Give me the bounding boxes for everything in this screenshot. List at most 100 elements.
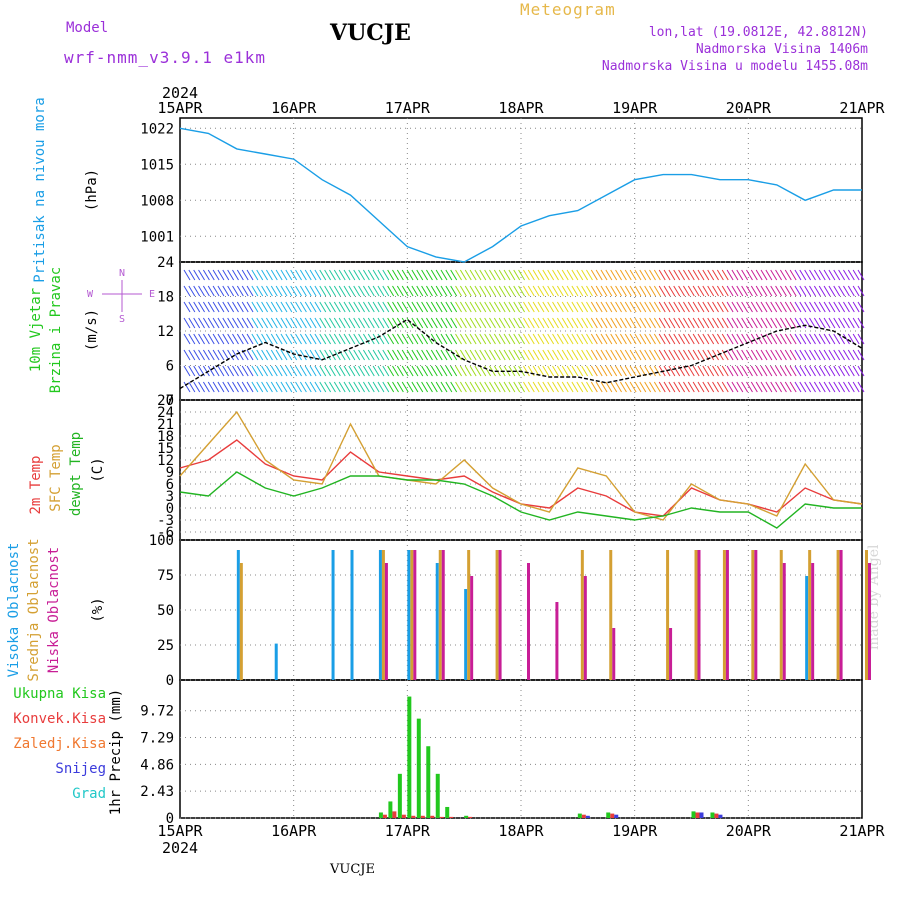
wind-barb (372, 365, 380, 377)
wind-barb (396, 301, 404, 313)
wind-barb (358, 365, 365, 377)
wind-barb (309, 317, 317, 329)
wind-barb (615, 285, 622, 297)
wind-barb (382, 381, 390, 393)
precip-unit-label: 1hr Precip (mm) (108, 689, 124, 815)
wind-barb (188, 381, 196, 393)
wind-barb (716, 317, 724, 329)
wind-barb (440, 333, 448, 345)
wind-barb (692, 269, 700, 281)
wind-barb (212, 301, 220, 313)
wind-barb (411, 301, 419, 313)
wind-barb (236, 365, 244, 377)
wind-barb (396, 285, 404, 297)
wind-barb (833, 301, 841, 313)
wind-barb (789, 381, 797, 393)
wind-barb (658, 317, 666, 329)
wind-barb (275, 285, 283, 297)
wind-barb (479, 301, 487, 313)
precip-convective-bar (714, 813, 719, 818)
wind-barb (668, 317, 676, 329)
cloud-mid-bar (239, 563, 243, 680)
bottom-time-tick: 16APR (271, 822, 317, 840)
wind-barb (256, 381, 264, 393)
wind-barb (566, 285, 574, 297)
y-tick-label: 1008 (140, 193, 174, 209)
cloud-mid-bar (495, 550, 499, 680)
wind-barb (527, 349, 535, 361)
wind-barb (624, 301, 632, 313)
wind-barb (503, 317, 511, 329)
wind-barb (435, 301, 443, 313)
cloud-high-bar (378, 550, 382, 680)
wind-barb (508, 381, 516, 393)
wind-barb (615, 333, 622, 345)
wind-barb (333, 317, 341, 329)
wind-barb (731, 301, 739, 313)
wind-barb (532, 269, 540, 281)
wind-barb (435, 333, 443, 345)
wind-barb (804, 269, 812, 281)
wind-barb (459, 301, 467, 313)
wind-barb (736, 301, 744, 313)
wind-barb (581, 285, 589, 297)
wind-barb (779, 381, 787, 393)
wind-barb (387, 333, 395, 345)
wind-barb (343, 381, 351, 393)
wind-barb (857, 317, 865, 329)
wind-barb (716, 365, 724, 377)
compass-west: W (87, 289, 94, 300)
wind-barb (222, 301, 230, 313)
wind-barb (459, 349, 467, 361)
panel-frame-pressure (179, 117, 863, 263)
cloud-low-bar (669, 628, 673, 680)
wind-barb (426, 349, 433, 361)
wind-barb (692, 333, 700, 345)
temp-unit-label: (C) (90, 457, 106, 482)
wind-barb (600, 285, 608, 297)
top-time-tick: 21APR (839, 99, 885, 117)
wind-barb (843, 301, 850, 313)
wind-barb (818, 301, 826, 313)
wind-barb (683, 381, 690, 393)
wind-barb (590, 365, 598, 377)
wind-barb (367, 365, 375, 377)
precip-convective-bar (468, 816, 473, 818)
wind-barb (280, 285, 288, 297)
wind-barb (765, 333, 773, 345)
wind-barb (750, 333, 758, 345)
wind-barb (299, 349, 307, 361)
wind-barb (304, 381, 312, 393)
wind-barb (430, 349, 438, 361)
wind-barb (605, 301, 613, 313)
wind-barb (459, 333, 467, 345)
wind-barb (396, 349, 404, 361)
wind-barb (212, 269, 220, 281)
cloud-low-bar (384, 563, 388, 680)
wind-barb (401, 333, 409, 345)
wind-barb (586, 269, 593, 281)
wind-barb (644, 349, 652, 361)
wind-barb (474, 333, 482, 345)
wind-barb (843, 365, 850, 377)
wind-barb (484, 301, 492, 313)
wind-barb (644, 301, 652, 313)
wind-barb (304, 269, 312, 281)
wind-barb (673, 285, 681, 297)
wind-barb (338, 301, 346, 313)
wind-barb (721, 269, 729, 281)
wind-barb (377, 269, 385, 281)
wind-barb (353, 333, 361, 345)
wind-barb (639, 317, 647, 329)
wind-barb (527, 333, 535, 345)
wind-barb (619, 381, 627, 393)
wind-barb (411, 365, 419, 377)
wind-barb (843, 317, 850, 329)
wind-barb (479, 269, 487, 281)
wind-barb (426, 301, 433, 313)
wind-barb (775, 381, 782, 393)
wind-barb (280, 317, 288, 329)
wind-barb (464, 349, 472, 361)
wind-barb (406, 381, 414, 393)
wind-barb (256, 285, 264, 297)
